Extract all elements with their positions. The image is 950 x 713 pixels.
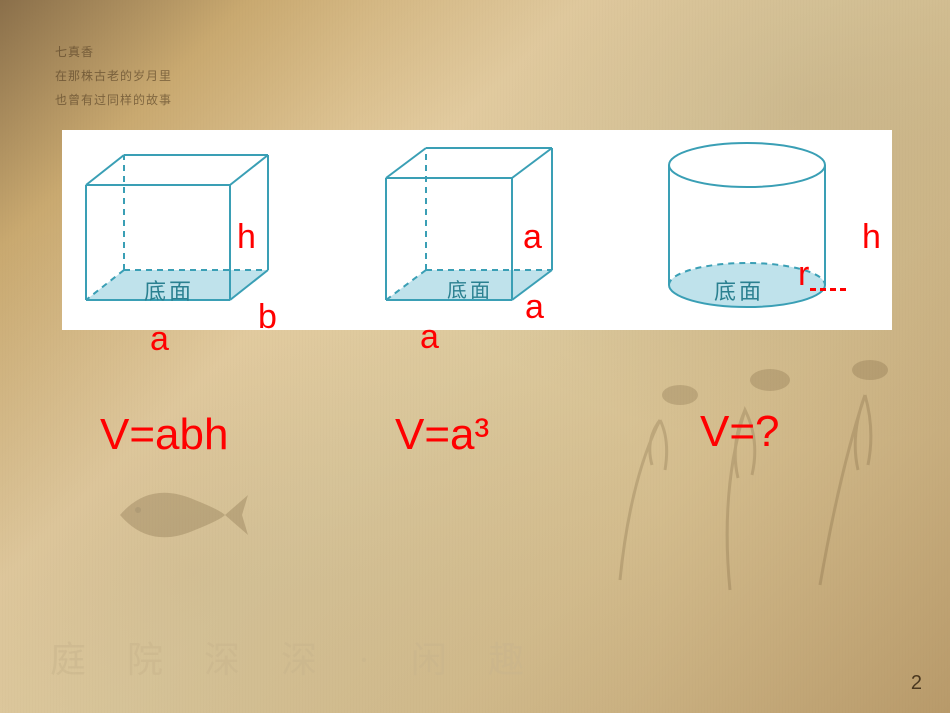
- cylinder-label-h: h: [862, 218, 881, 257]
- cuboid-label-a: a: [150, 320, 169, 359]
- cuboid-base-label: 底面: [144, 274, 194, 306]
- cuboid-formula: V=abh: [100, 410, 228, 460]
- cylinder-cell: 底面: [622, 130, 872, 330]
- cube-formula: V=a³: [395, 410, 489, 460]
- cylinder-formula: V=?: [700, 407, 780, 457]
- poem-line-1: 七真香: [55, 40, 172, 64]
- shapes-container: 底面 底面: [62, 130, 892, 330]
- corner-poem: 七真香 在那株古老的岁月里 也曾有过同样的故事: [55, 40, 172, 112]
- bottom-decor-text: 庭 院 深 深 · 闲 趣: [50, 631, 540, 683]
- page-number: 2: [911, 672, 922, 695]
- cuboid-label-b: b: [258, 298, 277, 337]
- cylinder-label-r: r: [798, 255, 809, 294]
- cube-label-a1: a: [420, 318, 439, 357]
- poem-line-2: 在那株古老的岁月里: [55, 64, 172, 88]
- cube-label-a3: a: [523, 218, 542, 257]
- cuboid-cell: 底面: [62, 130, 342, 330]
- cube-cell: 底面: [352, 130, 592, 330]
- cylinder-base-label: 底面: [714, 274, 764, 306]
- cube-label-a2: a: [525, 288, 544, 327]
- cube-base-label: 底面: [447, 274, 493, 303]
- cuboid-label-h: h: [237, 218, 256, 257]
- fish-decoration: [110, 470, 250, 560]
- cuboid-svg: [62, 130, 342, 330]
- poem-line-3: 也曾有过同样的故事: [55, 88, 172, 112]
- cylinder-radius-line: [810, 288, 846, 291]
